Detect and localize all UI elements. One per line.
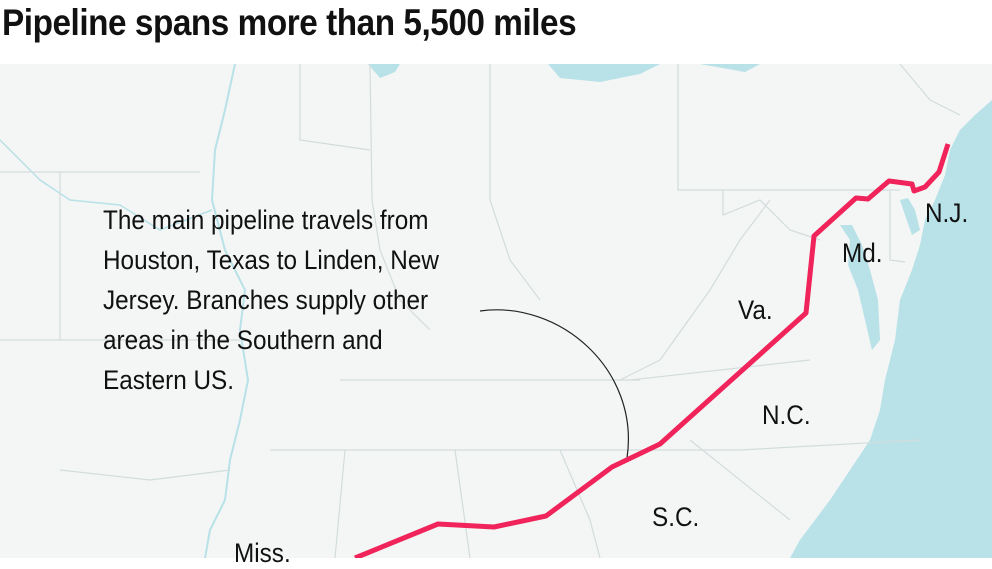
map: [0, 64, 992, 558]
annotation-line: Eastern US.: [103, 365, 235, 395]
annotation-line: areas in the Southern and: [103, 325, 383, 355]
state-label-nj: N.J.: [925, 198, 969, 228]
chesapeake-bay: [840, 225, 880, 350]
delaware-bay: [900, 198, 920, 235]
state-label-nc: N.C.: [762, 400, 811, 430]
mississippi-river: [204, 64, 250, 558]
map-title: Pipeline spans more than 5,500 miles: [2, 2, 577, 43]
lake-michigan: [368, 64, 400, 78]
lake-ontario: [700, 64, 760, 72]
state-label-md: Md.: [842, 238, 883, 268]
state-label-miss: Miss.: [234, 538, 291, 568]
state-label-sc: S.C.: [652, 502, 700, 532]
annotation-line: The main pipeline travels from: [103, 205, 429, 235]
lake-erie: [548, 64, 660, 82]
pipeline-route: [354, 143, 951, 558]
annotation-line: Houston, Texas to Linden, New: [103, 245, 439, 275]
callout-leader-line: [479, 309, 629, 459]
river: [0, 139, 213, 231]
annotation-text: The main pipeline travels from Houston, …: [103, 200, 439, 400]
state-borders: [0, 64, 961, 558]
annotation-line: Jersey. Branches supply other: [103, 285, 429, 315]
land: [0, 64, 992, 558]
atlantic-ocean: [790, 64, 992, 558]
state-label-va: Va.: [738, 295, 773, 325]
